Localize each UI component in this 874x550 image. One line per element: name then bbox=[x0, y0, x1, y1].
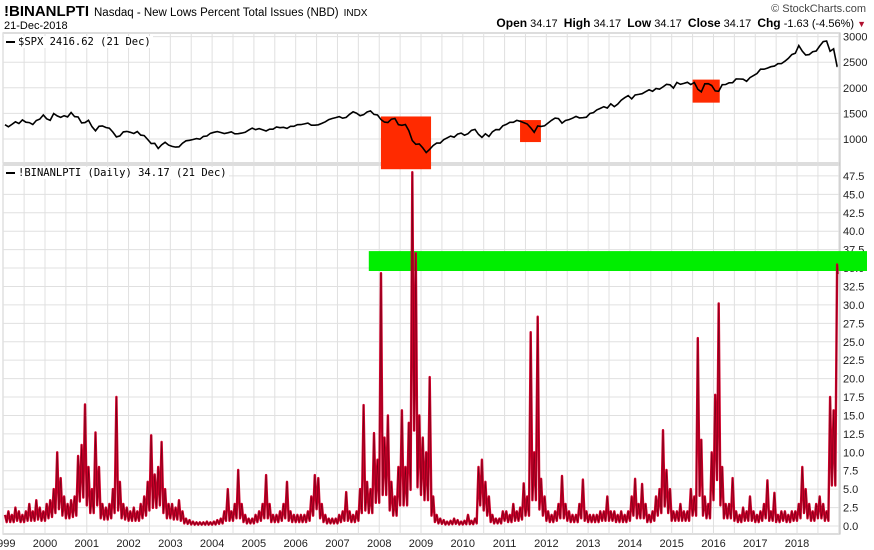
price-axis-tick-label: 2500 bbox=[843, 57, 867, 69]
x-axis-year-label: 2011 bbox=[493, 538, 517, 550]
legend-line-icon bbox=[6, 172, 15, 174]
indicator-axis-tick-label: 12.5 bbox=[843, 429, 864, 441]
open-label: Open bbox=[496, 16, 528, 30]
indicator-axis-tick-label: 42.5 bbox=[843, 208, 864, 220]
symbol-title: !BINANLPTI bbox=[4, 3, 89, 20]
indicator-axis-tick-label: 15.0 bbox=[843, 410, 864, 422]
indicator-axis-tick-label: 30.0 bbox=[843, 300, 864, 312]
x-axis-year-label: 2013 bbox=[576, 538, 600, 550]
indicator-axis-tick-label: 17.5 bbox=[843, 392, 864, 404]
chg-value: -1.63 (-4.56%) bbox=[783, 18, 855, 30]
x-axis-year-label: 2015 bbox=[659, 538, 683, 550]
indicator-line bbox=[3, 170, 839, 526]
indicator-axis-tick-label: 0.0 bbox=[843, 521, 858, 533]
price-axis-tick-label: 3000 bbox=[843, 32, 867, 44]
high-value: 34.17 bbox=[593, 18, 622, 30]
x-axis-year-label: 2007 bbox=[325, 538, 349, 550]
x-axis-year-label: 2014 bbox=[618, 538, 642, 550]
indicator-axis-tick-label: 47.5 bbox=[843, 171, 864, 183]
low-label: Low bbox=[627, 16, 652, 30]
x-axis-year-label: 2009 bbox=[409, 538, 433, 550]
indicator-line-overlay bbox=[4, 172, 838, 526]
x-axis-year-label: 2006 bbox=[283, 538, 307, 550]
x-axis-year-label: 2005 bbox=[242, 538, 266, 550]
down-triangle-icon: ▼ bbox=[857, 19, 866, 29]
x-axis-year-label: 2012 bbox=[534, 538, 558, 550]
header-title-row: !BINANLPTI Nasdaq - New Lows Percent Tot… bbox=[4, 3, 367, 20]
x-axis-year-label: 2008 bbox=[367, 538, 391, 550]
x-axis-year-label: 2016 bbox=[701, 538, 725, 550]
indicator-axis-tick-label: 2.5 bbox=[843, 503, 858, 515]
x-axis-year-label: 1999 bbox=[0, 538, 15, 550]
indicator-axis-tick-label: 45.0 bbox=[843, 189, 864, 201]
x-axis-year-label: 2001 bbox=[75, 538, 99, 550]
spx-price-line bbox=[4, 40, 838, 154]
price-axis-tick-label: 2000 bbox=[843, 83, 867, 95]
x-axis-year-label: 2002 bbox=[116, 538, 140, 550]
indicator-legend: !BINANLPTI (Daily) 34.17 (21 Dec) bbox=[4, 167, 229, 179]
indicator-axis-tick-label: 40.0 bbox=[843, 226, 864, 238]
x-axis-year-label: 2018 bbox=[785, 538, 809, 550]
indicator-axis-tick-label: 22.5 bbox=[843, 355, 864, 367]
exchange-label: INDX bbox=[343, 8, 368, 19]
brand-watermark[interactable]: © StockCharts.com bbox=[771, 3, 866, 15]
symbol-description: Nasdaq - New Lows Percent Total Issues (… bbox=[94, 7, 339, 19]
indicator-legend-text: !BINANLPTI (Daily) 34.17 (21 Dec) bbox=[18, 167, 227, 179]
price-axis-tick-label: 1500 bbox=[843, 108, 867, 120]
spx-legend-text: $SPX 2416.62 (21 Dec) bbox=[18, 36, 151, 48]
high-label: High bbox=[563, 16, 591, 30]
indicator-axis-tick-label: 7.5 bbox=[843, 466, 858, 478]
close-value: 34.17 bbox=[723, 18, 752, 30]
x-axis-year-label: 2000 bbox=[33, 538, 57, 550]
indicator-axis-tick-label: 5.0 bbox=[843, 484, 858, 496]
low-value: 34.17 bbox=[654, 18, 682, 30]
x-axis-year-label: 2017 bbox=[743, 538, 767, 550]
indicator-axis-tick-label: 10.0 bbox=[843, 447, 864, 459]
x-axis-year-label: 2004 bbox=[200, 538, 224, 550]
legend-line-icon bbox=[6, 41, 15, 43]
indicator-axis-tick-label: 27.5 bbox=[843, 318, 864, 330]
open-value: 34.17 bbox=[530, 18, 558, 30]
threshold-highlight-band bbox=[368, 251, 867, 271]
close-label: Close bbox=[687, 16, 721, 30]
chg-label: Chg bbox=[757, 16, 781, 30]
price-axis-tick-label: 1000 bbox=[843, 134, 867, 146]
decline-highlight-box bbox=[520, 120, 541, 143]
header-right: © StockCharts.com Open 34.17 High 34.17 … bbox=[496, 2, 866, 31]
chart-date: 21-Dec-2018 bbox=[4, 20, 68, 32]
indicator-axis-tick-label: 20.0 bbox=[843, 374, 864, 386]
indicator-axis-tick-label: 25.0 bbox=[843, 337, 864, 349]
spx-legend: $SPX 2416.62 (21 Dec) bbox=[4, 36, 153, 48]
ohlc-readout: Open 34.17 High 34.17 Low 34.17 Close 34… bbox=[496, 16, 866, 31]
decline-highlight-box bbox=[692, 79, 720, 103]
x-axis-year-label: 2003 bbox=[158, 538, 182, 550]
x-axis-year-label: 2010 bbox=[451, 538, 475, 550]
indicator-axis-tick-label: 32.5 bbox=[843, 281, 864, 293]
